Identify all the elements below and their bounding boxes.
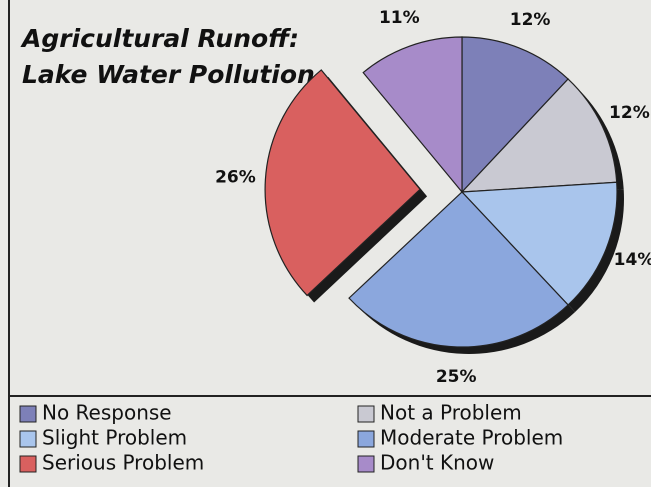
pie-slice bbox=[348, 191, 569, 348]
pie-slice bbox=[460, 78, 618, 193]
legend-label: Serious Problem bbox=[42, 451, 204, 475]
legend-label: Slight Problem bbox=[42, 426, 187, 450]
legend-label: No Response bbox=[42, 401, 172, 425]
pie-slice bbox=[460, 181, 618, 306]
data-label: 14% bbox=[614, 250, 651, 270]
legend-swatch bbox=[357, 405, 375, 423]
chart-title: Agricultural Runoff: bbox=[20, 24, 299, 53]
legend-swatch bbox=[357, 430, 375, 448]
legend-swatch bbox=[19, 430, 37, 448]
pie-slice bbox=[461, 36, 569, 194]
data-label: 25% bbox=[436, 367, 477, 387]
pie-slice bbox=[264, 69, 421, 297]
legend-swatch bbox=[19, 455, 37, 473]
legend-swatch bbox=[357, 455, 375, 473]
pie-slice bbox=[362, 36, 463, 194]
legend-label: Not a Problem bbox=[380, 401, 522, 425]
legend-swatch bbox=[19, 405, 37, 423]
data-label: 12% bbox=[609, 103, 650, 123]
legend-label: Moderate Problem bbox=[380, 426, 563, 450]
data-label: 11% bbox=[379, 8, 420, 28]
data-label: 12% bbox=[510, 10, 551, 30]
legend-label: Don't Know bbox=[380, 451, 494, 475]
chart-title: Lake Water Pollution bbox=[22, 60, 315, 89]
data-label: 26% bbox=[215, 168, 256, 188]
